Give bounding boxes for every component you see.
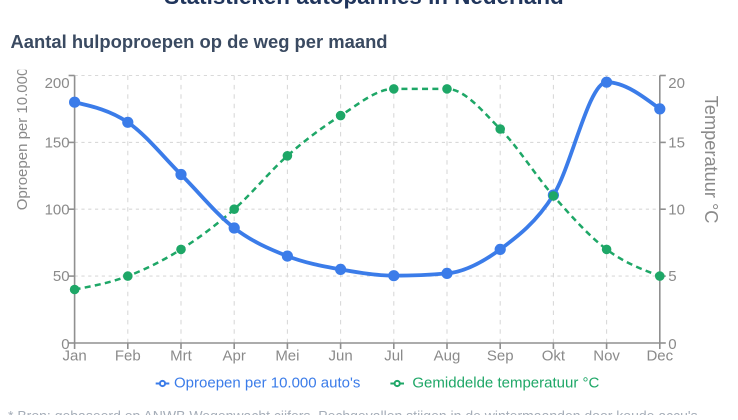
svg-text:Nov: Nov [593, 348, 620, 365]
svg-text:Feb: Feb [115, 348, 141, 365]
svg-text:Mei: Mei [275, 348, 299, 365]
svg-text:Dec: Dec [646, 348, 673, 365]
svg-text:Temperatuur °C: Temperatuur °C [701, 96, 721, 224]
svg-text:15: 15 [668, 135, 685, 152]
svg-text:Apr: Apr [223, 348, 246, 365]
svg-text:10: 10 [668, 201, 685, 218]
svg-text:20: 20 [668, 75, 685, 92]
svg-text:Jun: Jun [329, 348, 353, 365]
svg-text:Mrt: Mrt [170, 348, 192, 365]
svg-text:* Bron: gebaseerd op ANWB Wege: * Bron: gebaseerd op ANWB Wegenwacht cij… [8, 408, 701, 416]
svg-text:Sep: Sep [487, 348, 514, 365]
svg-text:100: 100 [45, 201, 70, 218]
svg-text:Okt: Okt [542, 348, 566, 365]
svg-text:Jul: Jul [384, 348, 403, 365]
svg-text:0: 0 [61, 336, 69, 353]
svg-text:Aantal hulpoproepen op de weg: Aantal hulpoproepen op de weg per maand [11, 31, 388, 52]
svg-text:200: 200 [45, 75, 70, 92]
svg-text:0: 0 [668, 336, 676, 353]
svg-text:Jan: Jan [63, 348, 87, 365]
svg-text:Oproepen per 10.000: Oproepen per 10.000 [14, 68, 31, 211]
svg-text:50: 50 [53, 268, 70, 285]
svg-text:Aug: Aug [434, 348, 461, 365]
svg-text:Gemiddelde temperatuur °C: Gemiddelde temperatuur °C [412, 375, 599, 392]
svg-text:5: 5 [668, 268, 676, 285]
svg-text:Statistieken autopannes in Ned: Statistieken autopannes in Nederland [164, 0, 563, 9]
svg-text:Oproepen per 10.000 auto's: Oproepen per 10.000 auto's [174, 375, 360, 392]
svg-text:150: 150 [45, 135, 70, 152]
